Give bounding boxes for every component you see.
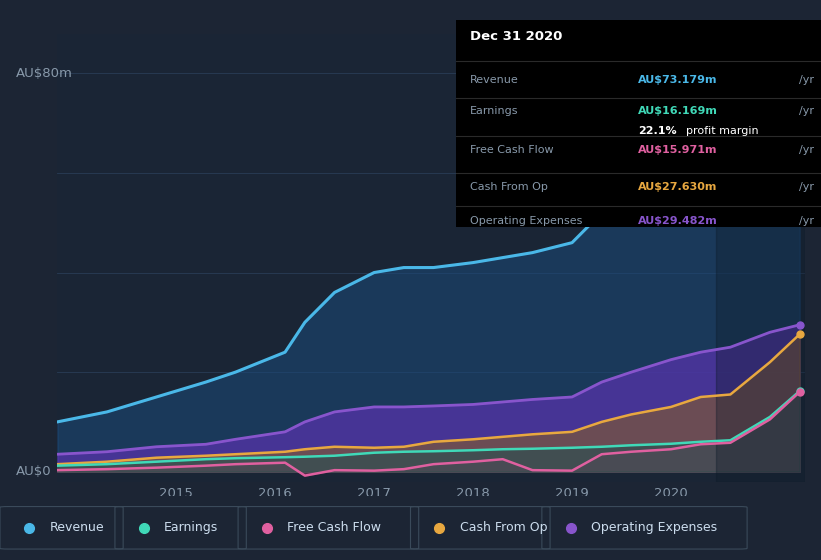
Text: profit margin: profit margin <box>686 127 759 137</box>
Text: Operating Expenses: Operating Expenses <box>470 216 583 226</box>
Text: Revenue: Revenue <box>470 74 519 85</box>
Text: /yr: /yr <box>799 106 814 116</box>
Text: /yr: /yr <box>799 145 814 155</box>
Text: Cash From Op: Cash From Op <box>470 183 548 193</box>
Text: Free Cash Flow: Free Cash Flow <box>287 521 381 534</box>
Text: AU$29.482m: AU$29.482m <box>639 216 718 226</box>
Text: AU$73.179m: AU$73.179m <box>639 74 718 85</box>
Text: AU$27.630m: AU$27.630m <box>639 183 718 193</box>
Text: Earnings: Earnings <box>164 521 218 534</box>
Text: Cash From Op: Cash From Op <box>460 521 548 534</box>
Text: Earnings: Earnings <box>470 106 519 116</box>
Text: AU$80m: AU$80m <box>16 67 73 80</box>
Text: /yr: /yr <box>799 74 814 85</box>
Text: Free Cash Flow: Free Cash Flow <box>470 145 554 155</box>
Text: /yr: /yr <box>799 216 814 226</box>
Text: Dec 31 2020: Dec 31 2020 <box>470 30 562 43</box>
Bar <box>716 34 805 482</box>
Text: 22.1%: 22.1% <box>639 127 677 137</box>
Text: AU$0: AU$0 <box>16 465 52 478</box>
Text: /yr: /yr <box>799 183 814 193</box>
Text: Operating Expenses: Operating Expenses <box>591 521 718 534</box>
Text: AU$16.169m: AU$16.169m <box>639 106 718 116</box>
Text: AU$15.971m: AU$15.971m <box>639 145 718 155</box>
Text: Revenue: Revenue <box>49 521 104 534</box>
